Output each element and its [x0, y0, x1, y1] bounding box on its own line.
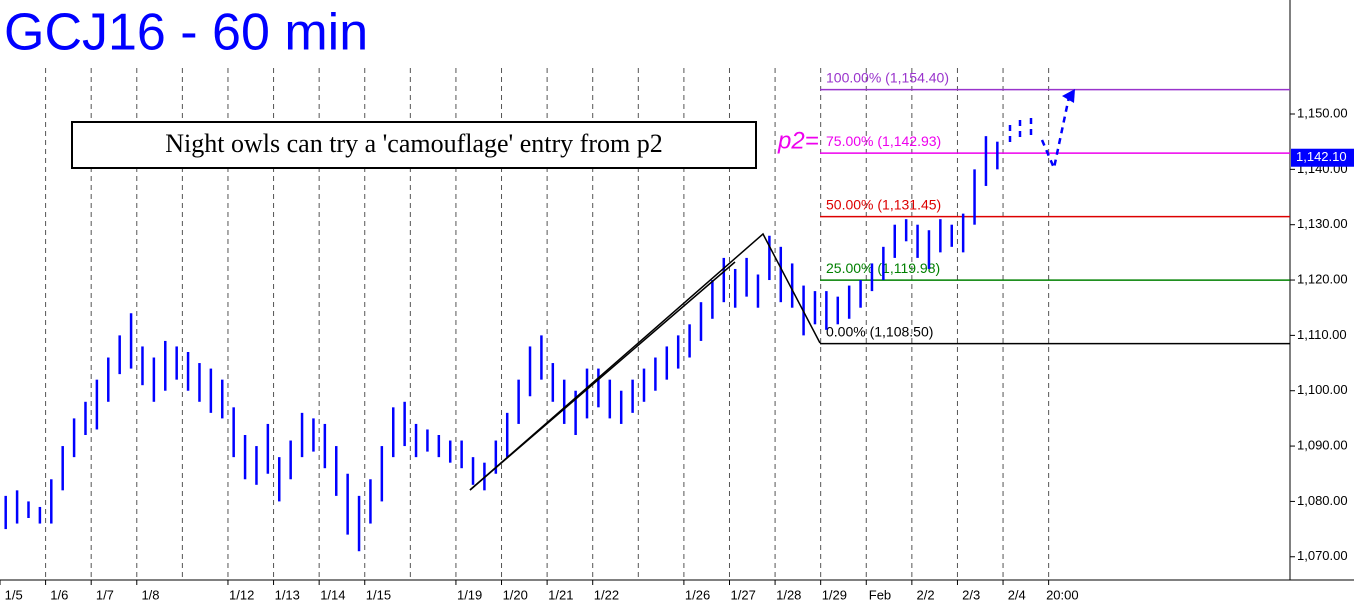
fib-level-label: 50.00% (1,131.45): [826, 196, 941, 212]
x-tick-label: 2/4: [1008, 587, 1026, 602]
x-tick-label: 1/15: [366, 587, 391, 602]
x-tick-label: 1/29: [822, 587, 847, 602]
y-tick-label: 1,150.00: [1297, 105, 1348, 120]
fib-level-label: 75.00% (1,142.93): [826, 133, 941, 149]
fib-level-label: 0.00% (1,108.50): [826, 323, 933, 339]
y-tick-label: 1,090.00: [1297, 438, 1348, 453]
y-tick-label: 1,080.00: [1297, 493, 1348, 508]
y-tick-label: 1,120.00: [1297, 271, 1348, 286]
x-tick-label: 2/3: [962, 587, 980, 602]
x-tick-label: 1/5: [5, 587, 23, 602]
channel-line: [469, 261, 736, 491]
x-tick-label: 1/27: [731, 587, 756, 602]
x-tick-label: 1/21: [548, 587, 573, 602]
annotation-box: [71, 121, 757, 169]
x-tick-label: Feb: [869, 587, 891, 602]
x-tick-label: 1/6: [50, 587, 68, 602]
abc-trendline: [469, 232, 821, 491]
x-tick-label: 1/28: [776, 587, 801, 602]
projection-arrowhead: [1062, 89, 1075, 103]
projection: [1008, 91, 1072, 173]
projection-path: [1040, 91, 1072, 173]
y-tick-label: 1,130.00: [1297, 216, 1348, 231]
x-tick-label: 1/20: [503, 587, 528, 602]
last-price-label: 1,142.10: [1296, 149, 1347, 164]
y-tick-label: 1,100.00: [1297, 382, 1348, 397]
x-tick-label: 2/2: [917, 587, 935, 602]
x-tick-label: 1/12: [229, 587, 254, 602]
y-tick-label: 1,110.00: [1297, 327, 1347, 342]
chart-title: GCJ16 - 60 min: [4, 4, 368, 62]
x-tick-label: 1/22: [594, 587, 619, 602]
last-price-box: [1291, 148, 1354, 167]
price-bars: [4, 136, 999, 552]
x-tick-label: 1/8: [141, 587, 159, 602]
x-tick-label: 1/13: [275, 587, 300, 602]
x-tick-label: 1/26: [685, 587, 710, 602]
trendlines: [469, 232, 821, 491]
y-ticks: 1,070.00 1,080.00 1,090.00 1,100.00 1,110.00…: [1290, 105, 1348, 563]
y-tick-label: 1,070.00: [1297, 548, 1348, 563]
x-tick-label: 1/7: [96, 587, 114, 602]
x-ticks: 1/5 1/6 1/7 1/8 1/12 1/13 1/14 1/15 1/19 1/20 1/21…: [0, 580, 1079, 602]
fib-levels: 100.00% (1,154.40) 75.00% (1,142.93) 50.00…: [820, 69, 1290, 345]
fib-level-label: 100.00% (1,154.40): [826, 69, 949, 85]
pivot-label: p2=: [777, 127, 819, 154]
annotation: Night owls can try a 'camouflage' entry …: [165, 129, 662, 158]
x-tick-label: 1/14: [320, 587, 345, 602]
x-tick-label: 1/19: [457, 587, 482, 602]
x-tick-label: 20:00: [1046, 587, 1079, 602]
